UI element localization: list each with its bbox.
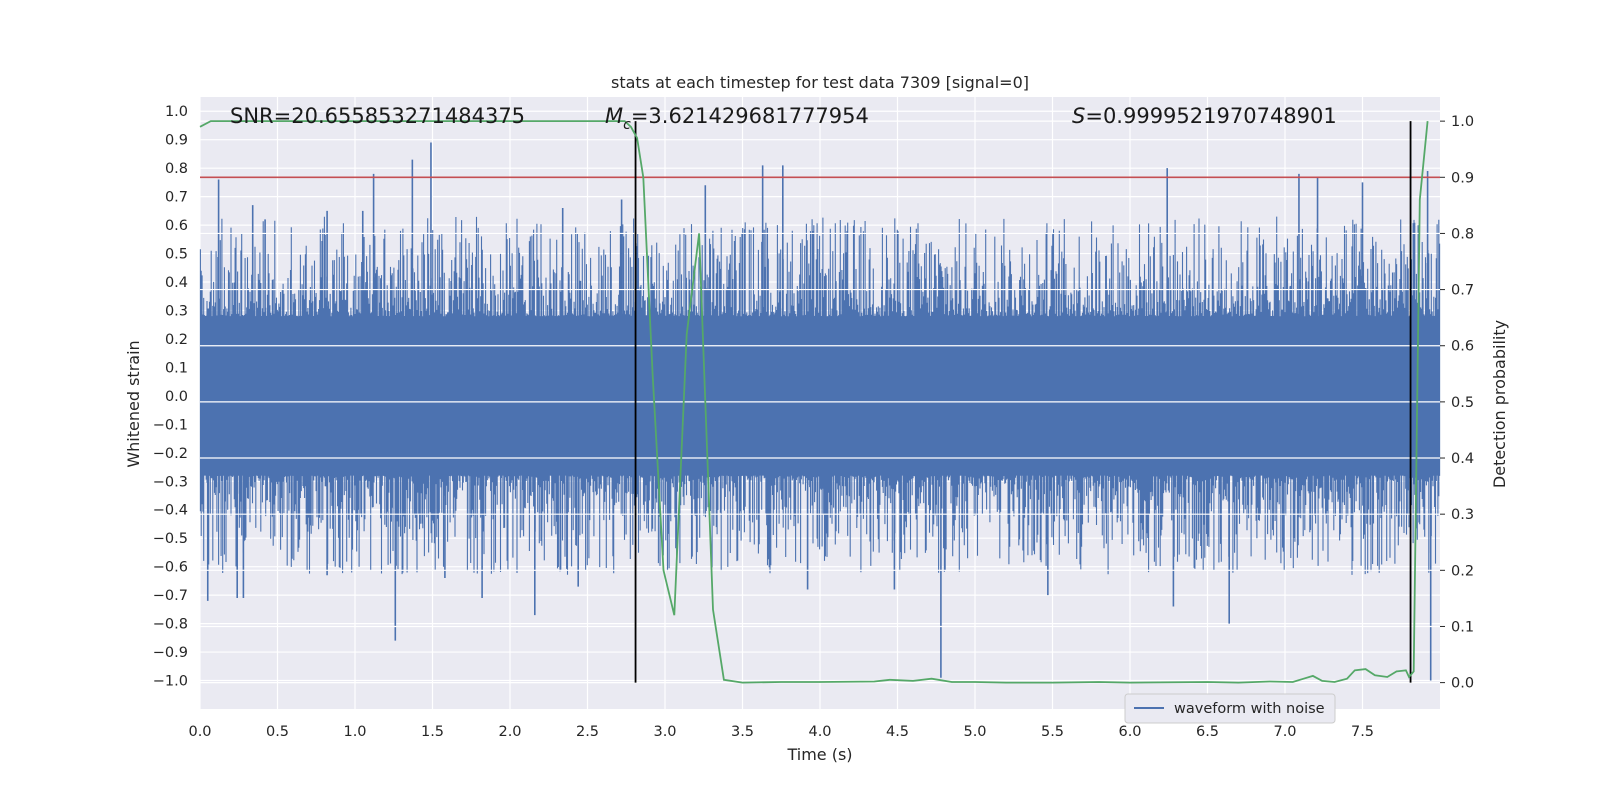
x-axis-label: Time (s) <box>786 745 852 764</box>
chirp-mass-symbol: M <box>605 104 623 128</box>
y-tick-label: −0.5 <box>153 531 188 547</box>
y-tick-label: −0.4 <box>153 503 188 519</box>
y2-tick-label: 0.4 <box>1451 451 1474 467</box>
y-tick-label: −0.2 <box>153 446 188 462</box>
probability-series <box>199 120 1429 684</box>
x-tick-label: 7.0 <box>1273 724 1296 740</box>
detection-score-symbol: S <box>1072 104 1085 128</box>
y-tick-label: 0.9 <box>165 133 188 149</box>
legend-box <box>1124 693 1336 724</box>
chirp-mass-annotation: Mc=3.621429681777954 <box>605 104 869 133</box>
y-tick-label: −0.3 <box>153 474 188 490</box>
snr-annotation: SNR=20.655853271484375 <box>230 104 525 128</box>
chirp-mass-subscript: c <box>623 117 631 133</box>
x-tick-label: 3.0 <box>653 724 676 740</box>
waveform-trace <box>199 216 1441 575</box>
x-tick-labels: 0.0 0.5 1.0 1.5 2.0 2.5 3.0 3.5 4.0 4.5 5.0 5.5 6.0 6… <box>188 724 1374 740</box>
detection-probability-line <box>199 120 1429 684</box>
x-tick-label: 3.5 <box>731 724 754 740</box>
y2-tick-label: 0.0 <box>1451 676 1474 692</box>
y2-tick-labels: 1.0 0.9 0.8 0.7 0.6 0.5 0.4 0.3 0.2 0.1 0.0 <box>1440 114 1474 692</box>
y-tick-label: −0.6 <box>153 560 188 576</box>
y2-tick-label: 0.8 <box>1451 226 1474 242</box>
y-tick-label: 0.5 <box>165 247 188 263</box>
overlay-lines <box>200 121 1440 683</box>
y-tick-label: −0.9 <box>153 645 188 661</box>
x-tick-label: 4.0 <box>808 724 831 740</box>
y2-tick-label: 0.6 <box>1451 339 1474 355</box>
y-tick-label: −0.7 <box>153 588 188 604</box>
y2-tick-label: 0.2 <box>1451 563 1474 579</box>
y2-tick-label: 0.3 <box>1451 507 1474 523</box>
chart-title: stats at each timestep for test data 730… <box>611 73 1029 92</box>
y-tick-label: 0.0 <box>165 389 188 405</box>
x-tick-label: 0.5 <box>266 724 289 740</box>
y-axis-label: Whitened strain <box>124 340 143 467</box>
y2-tick-label: 0.5 <box>1451 395 1474 411</box>
y-tick-label: 0.4 <box>165 275 188 291</box>
y-tick-label: 0.3 <box>165 303 188 319</box>
y-tick-label: −1.0 <box>153 674 188 690</box>
x-tick-label: 2.5 <box>576 724 599 740</box>
y-tick-labels: 1.0 0.9 0.8 0.7 0.6 0.5 0.4 0.3 0.2 0.1 0.0 −0.1 −0.… <box>153 104 188 689</box>
x-tick-label: 7.5 <box>1351 724 1374 740</box>
y-tick-label: 0.1 <box>165 360 188 376</box>
y-tick-label: −0.1 <box>153 417 188 433</box>
y2-tick-label: 0.7 <box>1451 283 1474 299</box>
x-tick-label: 1.0 <box>343 724 366 740</box>
x-tick-label: 5.0 <box>963 724 986 740</box>
legend: waveform with noise <box>1124 693 1336 724</box>
x-tick-label: 0.0 <box>188 724 211 740</box>
y2-tick-label: 0.9 <box>1451 170 1474 186</box>
legend-label-waveform: waveform with noise <box>1174 701 1325 717</box>
y-tick-label: −0.8 <box>153 617 188 633</box>
x-tick-label: 2.0 <box>498 724 521 740</box>
y-tick-label: 0.6 <box>165 218 188 234</box>
chirp-mass-value: =3.621429681777954 <box>631 104 869 128</box>
y-tick-label: 1.0 <box>165 104 188 120</box>
y-tick-label: 0.8 <box>165 161 188 177</box>
y-tick-label: 0.2 <box>165 332 188 348</box>
detection-score-value: =0.9999521970748901 <box>1085 104 1336 128</box>
x-tick-label: 5.5 <box>1041 724 1064 740</box>
x-tick-label: 1.5 <box>421 724 444 740</box>
y2-tick-label: 0.1 <box>1451 619 1474 635</box>
x-tick-label: 4.5 <box>886 724 909 740</box>
x-tick-label: 6.5 <box>1196 724 1219 740</box>
y2-axis-label: Detection probability <box>1490 320 1509 488</box>
detection-score-annotation: S=0.9999521970748901 <box>1072 104 1337 128</box>
y2-tick-label: 1.0 <box>1451 114 1474 130</box>
x-tick-label: 6.0 <box>1118 724 1141 740</box>
y-tick-label: 0.7 <box>165 190 188 206</box>
